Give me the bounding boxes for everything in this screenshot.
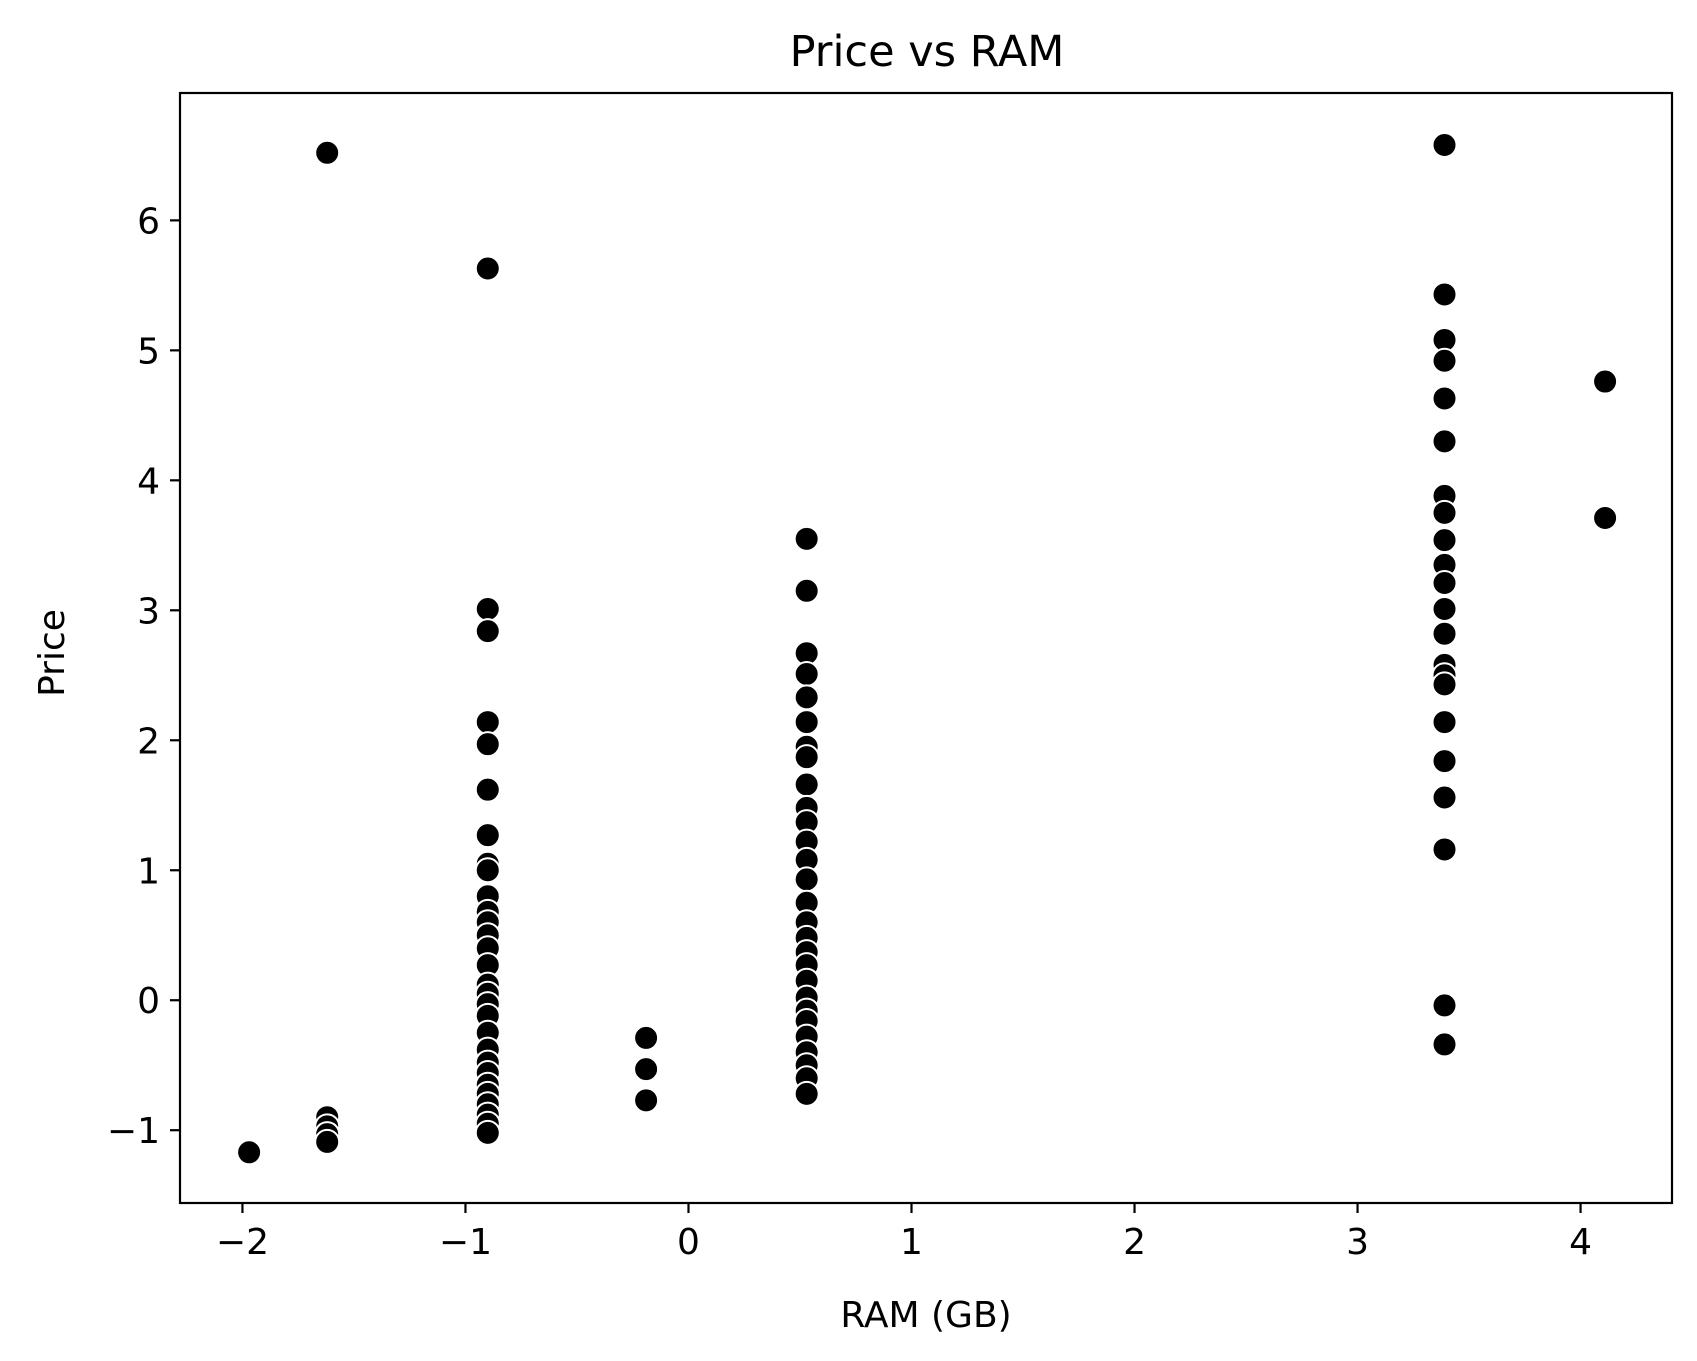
scatter-point	[793, 684, 820, 711]
scatter-point	[1431, 836, 1458, 863]
scatter-point	[793, 744, 820, 771]
scatter-point	[793, 709, 820, 736]
scatter-point	[474, 709, 501, 736]
scatter-point	[314, 139, 341, 166]
x-tick-label: −2	[216, 1222, 269, 1263]
x-tick-label: 1	[900, 1222, 923, 1263]
scatter-point	[474, 1119, 501, 1146]
scatter-point	[1431, 1031, 1458, 1058]
scatter-point	[1431, 992, 1458, 1019]
y-axis-ticks: −1 0 1 2 3 4 5 6	[107, 201, 180, 1152]
scatter-point	[1431, 428, 1458, 455]
scatter-point	[633, 1087, 660, 1114]
scatter-point	[633, 1024, 660, 1051]
x-tick-label: −1	[439, 1222, 492, 1263]
scatter-point	[474, 255, 501, 282]
plot-frame	[178, 91, 1674, 1205]
scatter-point	[1592, 368, 1619, 395]
scatter-point	[1431, 671, 1458, 698]
x-axis-label: RAM (GB)	[840, 1295, 1011, 1336]
scatter-point	[1592, 505, 1619, 532]
scatter-point	[1431, 385, 1458, 412]
x-tick-label: 2	[1123, 1222, 1146, 1263]
scatter-point	[314, 1128, 341, 1155]
x-tick-label: 0	[677, 1222, 700, 1263]
scatter-point	[474, 776, 501, 803]
scatter-point	[474, 618, 501, 645]
chart-title: Price vs RAM	[790, 27, 1065, 77]
scatter-point	[474, 857, 501, 884]
y-tick-label: 5	[137, 331, 160, 372]
y-tick-label: 3	[137, 591, 160, 632]
y-tick-label: 2	[137, 721, 160, 762]
scatter-point	[1431, 499, 1458, 526]
x-tick-label: 3	[1346, 1222, 1369, 1263]
scatter-point	[793, 577, 820, 604]
scatter-point	[1431, 347, 1458, 374]
scatter-point	[236, 1139, 263, 1166]
scatter-point	[793, 1080, 820, 1107]
scatter-point	[474, 731, 501, 758]
y-axis-label: Price	[32, 609, 73, 697]
scatter-point	[1431, 709, 1458, 736]
scatter-point	[1431, 570, 1458, 597]
scatter-point	[1431, 784, 1458, 811]
data-points	[236, 131, 1619, 1166]
scatter-point	[474, 822, 501, 849]
y-tick-label: 1	[137, 851, 160, 892]
scatter-point	[1431, 281, 1458, 308]
x-axis-ticks: −2 −1 0 1 2 3 4	[216, 1203, 1592, 1263]
x-tick-label: 4	[1569, 1222, 1592, 1263]
scatter-point	[1431, 527, 1458, 554]
scatter-point	[793, 660, 820, 687]
scatter-point	[793, 771, 820, 798]
scatter-point	[1431, 748, 1458, 775]
scatter-point	[793, 866, 820, 893]
y-tick-label: 4	[137, 461, 160, 502]
scatter-point	[793, 525, 820, 552]
scatter-point	[1431, 131, 1458, 158]
scatter-point	[474, 596, 501, 623]
y-tick-label: 6	[137, 201, 160, 242]
y-tick-label: −1	[107, 1111, 160, 1152]
scatter-point	[1431, 620, 1458, 647]
scatter-point	[1431, 596, 1458, 623]
scatter-point	[633, 1056, 660, 1083]
y-tick-label: 0	[137, 981, 160, 1022]
